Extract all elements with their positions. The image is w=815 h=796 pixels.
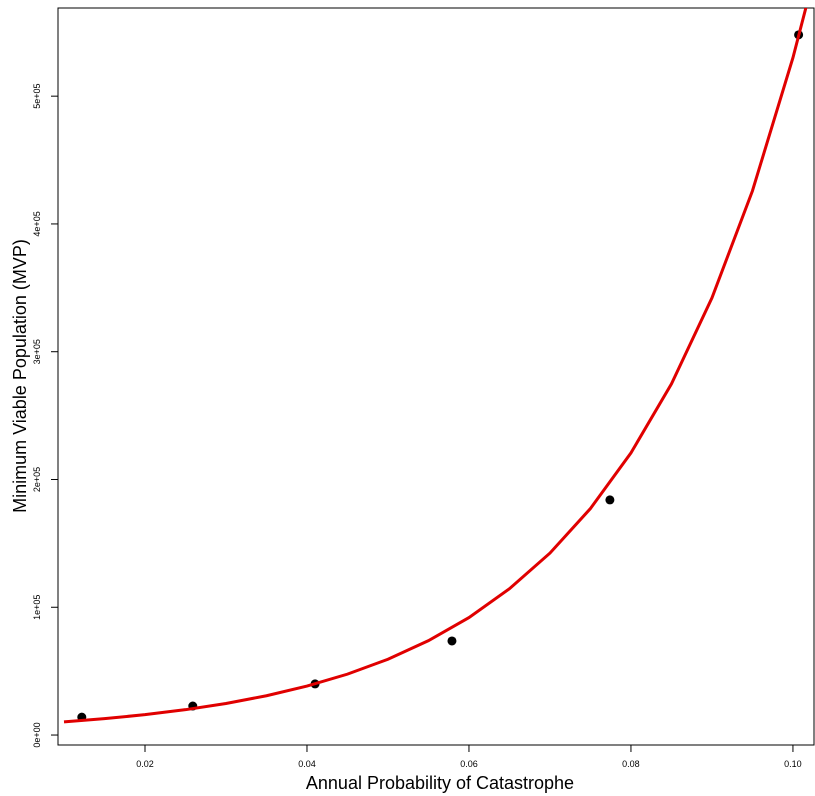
y-tick-label: 1e+05 — [32, 595, 42, 620]
y-tick-label: 0e+00 — [32, 722, 42, 747]
x-tick-label: 0.04 — [298, 759, 316, 769]
x-tick-label: 0.06 — [460, 759, 478, 769]
y-axis-label: Minimum Viable Population (MVP) — [10, 239, 30, 513]
data-point — [447, 636, 457, 646]
y-tick-label: 5e+05 — [32, 84, 42, 109]
fit-curve — [63, 8, 808, 724]
y-tick-label: 2e+05 — [32, 467, 42, 492]
x-axis-label: Annual Probability of Catastrophe — [306, 773, 574, 793]
plot-area — [63, 8, 808, 724]
plot-frame — [57, 7, 815, 746]
y-tick-label: 3e+05 — [32, 339, 42, 364]
x-tick-label: 0.08 — [622, 759, 640, 769]
data-point — [605, 495, 615, 505]
x-tick-label: 0.10 — [784, 759, 802, 769]
x-tick-label: 0.02 — [136, 759, 154, 769]
y-tick-label: 4e+05 — [32, 211, 42, 236]
